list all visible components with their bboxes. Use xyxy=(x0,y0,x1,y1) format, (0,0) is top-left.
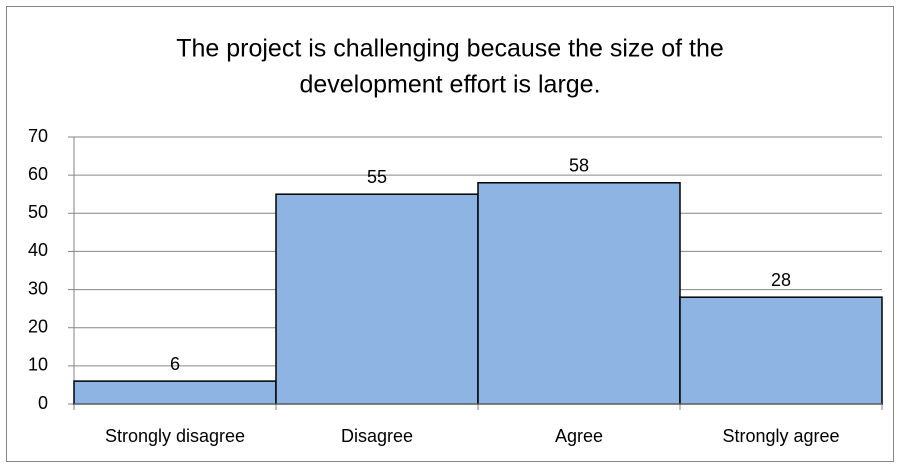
x-tick-label: Strongly agree xyxy=(722,426,839,446)
y-tick-label: 10 xyxy=(28,355,48,375)
y-tick-label: 40 xyxy=(28,240,48,260)
data-label: 58 xyxy=(569,156,589,176)
data-label: 28 xyxy=(771,270,791,290)
bar xyxy=(275,193,479,405)
y-tick-label: 0 xyxy=(38,393,48,413)
chart-title: development effort is large. xyxy=(299,71,600,99)
y-tick-label: 50 xyxy=(28,202,48,222)
bar xyxy=(477,182,681,405)
y-tick-label: 70 xyxy=(28,126,48,146)
bar xyxy=(679,296,883,405)
y-tick-label: 30 xyxy=(28,278,48,298)
x-tick-label: Strongly disagree xyxy=(105,426,245,446)
bar xyxy=(73,380,277,405)
y-tick-label: 20 xyxy=(28,316,48,336)
x-tick-label: Disagree xyxy=(341,426,413,446)
data-label: 6 xyxy=(170,354,180,374)
chart-title: The project is challenging because the s… xyxy=(176,35,724,63)
y-tick-label: 60 xyxy=(28,164,48,184)
x-tick-label: Agree xyxy=(555,426,603,446)
data-label: 55 xyxy=(367,167,387,187)
